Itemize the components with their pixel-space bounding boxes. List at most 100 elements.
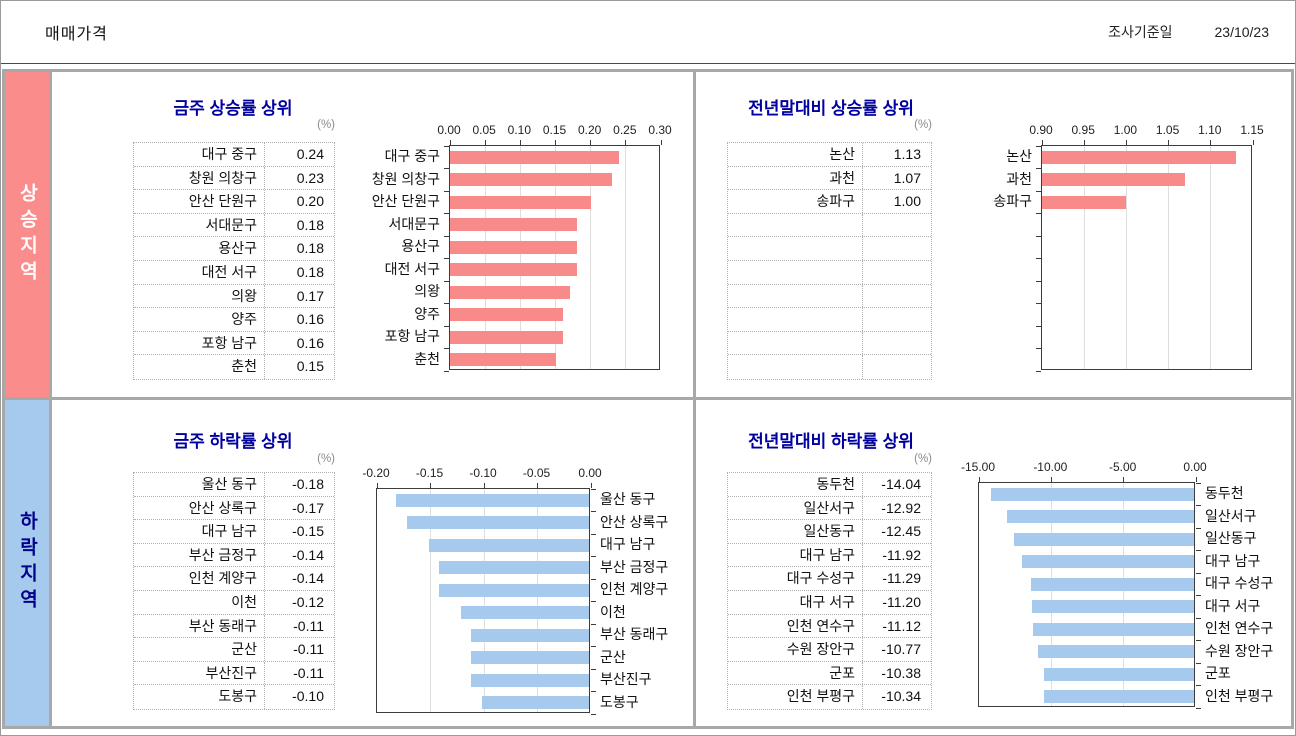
- plot-area: [978, 476, 1201, 709]
- category-label: 인천 연수구: [1205, 620, 1274, 637]
- panel-title: 전년말대비 상승률 상위: [748, 99, 914, 118]
- plot-area: [443, 139, 662, 372]
- x-tick-label: 0.15: [542, 123, 567, 137]
- table-cell-region: [728, 284, 863, 308]
- table-row: 인천 연수구 -11.12: [728, 614, 931, 639]
- table-cell-value: [863, 355, 931, 379]
- bar: [1042, 173, 1186, 187]
- table-row: 창원 의창구 0.23: [134, 166, 334, 191]
- rank-table: 울산 동구 -0.18 안산 상록구 -0.17 대구 남구 -0.15 부산 금정구 -0.…: [133, 472, 335, 710]
- bar: [1031, 600, 1194, 614]
- bar: [450, 308, 563, 322]
- table-cell-region: 일산서구: [728, 496, 863, 520]
- table-cell-value: -0.18: [292, 476, 324, 492]
- bar: [407, 516, 589, 530]
- table-cell-value: -0.11: [293, 641, 324, 658]
- table-row: 안산 단원구 0.20: [134, 190, 334, 214]
- table-cell-region: 부산 금정구: [134, 543, 265, 567]
- table-cell-value: 1.13: [893, 146, 921, 162]
- bar: [439, 583, 589, 597]
- gridline: [483, 489, 485, 712]
- bar: [471, 673, 589, 687]
- gridline: [1050, 483, 1052, 706]
- axis-tick-mark: [1195, 476, 1197, 482]
- category-tick-mark: [443, 280, 449, 282]
- table-row: 군포 -10.38: [728, 661, 931, 686]
- table-row: [728, 331, 931, 356]
- unit-label: (%): [317, 119, 335, 131]
- panel-title: 전년말대비 하락률 상위: [748, 432, 914, 451]
- table-cell-region: 과천: [728, 166, 863, 190]
- category-label: 안산 상록구: [600, 513, 669, 530]
- category-tick-mark: [443, 213, 449, 214]
- page-title: 매매가격: [45, 26, 108, 43]
- rank-table: 논산 1.13 과천 1.07 송파구 1.00: [727, 142, 932, 380]
- axis-tick-mark: [430, 482, 431, 488]
- category-tick-mark: [590, 646, 596, 647]
- table-row: 서대문구 0.18: [134, 213, 334, 238]
- category-label: 울산 동구: [600, 491, 656, 508]
- category-tick-mark: [1195, 685, 1201, 686]
- axis-tick-mark: [1050, 476, 1052, 482]
- table-row: [728, 237, 931, 261]
- category-tick-mark: [1195, 640, 1201, 641]
- table-row: [728, 308, 931, 332]
- table-cell-region: 이천: [134, 590, 265, 614]
- table-cell-region: 군산: [134, 638, 265, 661]
- bar: [471, 628, 589, 642]
- unit-label: (%): [914, 453, 932, 465]
- gridline: [1168, 146, 1170, 369]
- table-row: 대구 수성구 -11.29: [728, 567, 931, 591]
- table-cell-region: 포항 남구: [134, 331, 265, 355]
- x-tick-label: -0.10: [469, 466, 497, 480]
- gridline: [590, 146, 592, 369]
- x-tick-label: 0.00: [1183, 460, 1207, 474]
- table-cell-value: -12.92: [881, 499, 921, 516]
- gridline: [555, 146, 556, 369]
- axis-tick-mark: [590, 482, 592, 488]
- table-cell-value: 0.16: [296, 311, 324, 328]
- table-cell-value: -11.12: [882, 617, 921, 634]
- category-label: 대구 남구: [1205, 552, 1261, 569]
- table-cell-region: [728, 308, 863, 331]
- category-tick-mark: [590, 578, 596, 580]
- bar: [482, 696, 589, 710]
- table-cell-value: -0.14: [292, 570, 324, 587]
- x-tick-label: 1.00: [1113, 123, 1138, 137]
- axis-tick-mark: [484, 139, 486, 145]
- category-label: 인천 계양구: [600, 581, 669, 598]
- axis-tick-mark: [1125, 139, 1127, 145]
- x-tick-label: 0.00: [437, 123, 461, 137]
- table-cell-region: 대구 수성구: [728, 567, 863, 590]
- plot-area: [1035, 139, 1254, 372]
- category-tick-mark: [1035, 370, 1041, 372]
- category-label: 부산진구: [600, 671, 652, 688]
- gridline: [1210, 146, 1212, 369]
- category-tick-mark: [590, 691, 596, 692]
- category-tick-mark: [1035, 190, 1041, 192]
- category-tick-mark: [443, 258, 449, 259]
- table-row: 춘천 0.15: [134, 355, 334, 379]
- table-row: 대구 서구 -11.20: [728, 590, 931, 615]
- table-cell-region: 대구 중구: [134, 143, 265, 166]
- bar: [439, 561, 589, 575]
- table-row: [728, 260, 931, 285]
- rank-table: 동두천 -14.04 일산서구 -12.92 일산동구 -12.45 대구 남구 -11.92…: [727, 472, 932, 710]
- bar: [1013, 532, 1194, 546]
- bar: [428, 538, 589, 552]
- category-tick-mark: [1195, 527, 1201, 529]
- bar: [450, 263, 577, 277]
- table-cell-region: 인천 연수구: [728, 614, 863, 638]
- bar: [1021, 555, 1194, 569]
- category-tick-mark: [1195, 550, 1201, 551]
- table-row: 부산 금정구 -0.14: [134, 543, 334, 568]
- category-label: 수원 장안구: [1205, 642, 1274, 659]
- x-tick-label: -0.15: [415, 466, 444, 480]
- sidebar-rising-region: 상승지역: [5, 72, 49, 397]
- axis-tick-mark: [449, 139, 451, 145]
- category-label: 대구 수성구: [1205, 575, 1274, 592]
- table-row: 의왕 0.17: [134, 284, 334, 309]
- category-tick-mark: [1195, 482, 1201, 484]
- category-tick-mark: [1195, 505, 1201, 506]
